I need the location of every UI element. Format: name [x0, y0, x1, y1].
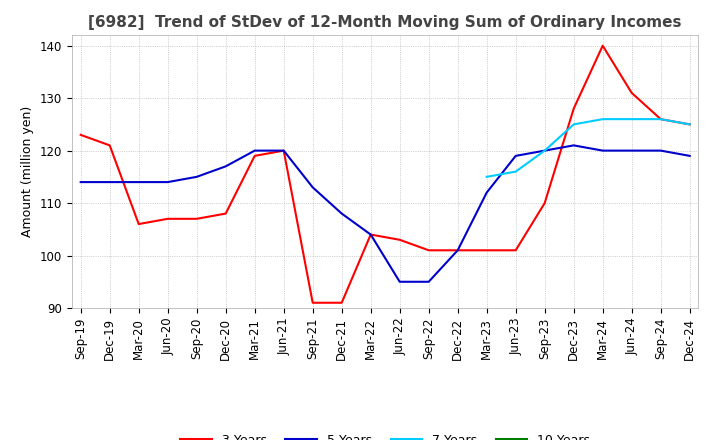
- 5 Years: [598, 148, 607, 153]
- 3 Years: [76, 132, 85, 138]
- 5 Years: [135, 180, 143, 185]
- 7 Years: [511, 169, 520, 174]
- 5 Years: [570, 143, 578, 148]
- 3 Years: [657, 117, 665, 122]
- 3 Years: [541, 201, 549, 206]
- 5 Years: [482, 190, 491, 195]
- 3 Years: [251, 153, 259, 158]
- 3 Years: [482, 248, 491, 253]
- 3 Years: [279, 148, 288, 153]
- 3 Years: [308, 300, 317, 305]
- 3 Years: [366, 232, 375, 237]
- 3 Years: [105, 143, 114, 148]
- 7 Years: [598, 117, 607, 122]
- 5 Years: [338, 211, 346, 216]
- 3 Years: [454, 248, 462, 253]
- 3 Years: [395, 237, 404, 242]
- Legend: 3 Years, 5 Years, 7 Years, 10 Years: 3 Years, 5 Years, 7 Years, 10 Years: [176, 429, 595, 440]
- 5 Years: [395, 279, 404, 284]
- 3 Years: [627, 90, 636, 95]
- 5 Years: [308, 185, 317, 190]
- 5 Years: [251, 148, 259, 153]
- 5 Years: [221, 164, 230, 169]
- Line: 7 Years: 7 Years: [487, 119, 690, 177]
- 5 Years: [454, 248, 462, 253]
- 7 Years: [657, 117, 665, 122]
- 5 Years: [511, 153, 520, 158]
- 3 Years: [570, 106, 578, 111]
- Line: 3 Years: 3 Years: [81, 46, 690, 303]
- 3 Years: [511, 248, 520, 253]
- 3 Years: [221, 211, 230, 216]
- 7 Years: [685, 122, 694, 127]
- 7 Years: [627, 117, 636, 122]
- 7 Years: [482, 174, 491, 180]
- Y-axis label: Amount (million yen): Amount (million yen): [22, 106, 35, 237]
- 5 Years: [627, 148, 636, 153]
- 5 Years: [424, 279, 433, 284]
- 5 Years: [685, 153, 694, 158]
- 3 Years: [424, 248, 433, 253]
- 5 Years: [366, 232, 375, 237]
- 7 Years: [570, 122, 578, 127]
- 3 Years: [192, 216, 201, 221]
- 5 Years: [105, 180, 114, 185]
- Line: 5 Years: 5 Years: [81, 145, 690, 282]
- 5 Years: [541, 148, 549, 153]
- Title: [6982]  Trend of StDev of 12-Month Moving Sum of Ordinary Incomes: [6982] Trend of StDev of 12-Month Moving…: [89, 15, 682, 30]
- 3 Years: [163, 216, 172, 221]
- 5 Years: [279, 148, 288, 153]
- 3 Years: [135, 221, 143, 227]
- 5 Years: [163, 180, 172, 185]
- 3 Years: [338, 300, 346, 305]
- 5 Years: [657, 148, 665, 153]
- 3 Years: [598, 43, 607, 48]
- 5 Years: [76, 180, 85, 185]
- 5 Years: [192, 174, 201, 180]
- 3 Years: [685, 122, 694, 127]
- 7 Years: [541, 148, 549, 153]
